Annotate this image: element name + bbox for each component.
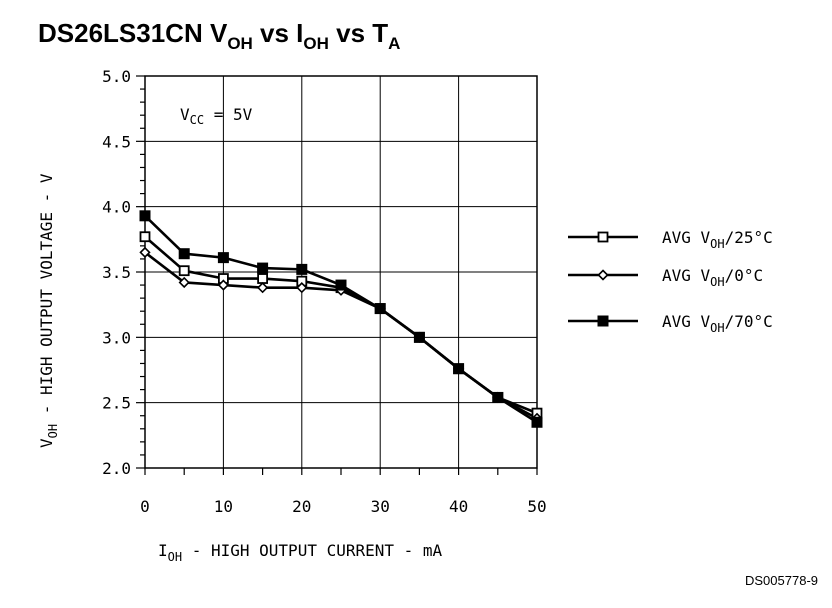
series-line-1 [144, 251, 538, 420]
x-tick-label: 10 [214, 497, 233, 516]
data-point-series-1 [256, 282, 269, 294]
y-tick-label: 4.5 [102, 132, 131, 151]
y-tick-label: 2.5 [102, 394, 131, 413]
series-layer [139, 210, 543, 428]
y-tick-label: 2.0 [102, 459, 131, 478]
axis-ticks: 2.0 2.5 3.0 3.5 4.0 4.5 5.0 0 10 20 30 40 50 [102, 67, 547, 516]
data-point-series-2 [453, 363, 465, 375]
data-point-series-2 [296, 263, 308, 275]
data-point-series-2 [217, 252, 229, 264]
data-point-series-1 [139, 246, 151, 259]
data-point-series-2 [178, 248, 190, 260]
data-point-series-2 [257, 262, 269, 274]
data-point-series-2 [531, 416, 543, 428]
x-tick-label: 50 [527, 497, 546, 516]
x-axis-label: IOH - HIGH OUTPUT CURRENT - mA [158, 541, 443, 564]
data-point-series-0 [139, 231, 151, 243]
data-point-series-2 [492, 391, 504, 403]
y-axis-label: VOH - HIGH OUTPUT VOLTAGE - V [37, 173, 60, 448]
legend-marker [597, 269, 609, 281]
grid [145, 76, 537, 468]
legend: AVG VOH/25°C AVG VOH/0°C AVG VOH/70°C [568, 228, 773, 335]
data-point-series-2 [413, 331, 425, 343]
legend-marker [597, 315, 609, 327]
data-point-series-2 [335, 279, 347, 291]
data-point-series-1 [217, 279, 230, 291]
chart-title: DS26LS31CN VOH vs IOH vs TA [38, 18, 400, 53]
series-line-2 [144, 214, 538, 424]
data-point-series-2 [139, 210, 151, 222]
vcc-annotation: VCC = 5V [180, 105, 253, 127]
legend-label: AVG VOH/0°C [662, 266, 763, 289]
legend-label: AVG VOH/25°C [662, 228, 773, 251]
y-tick-label: 4.0 [102, 198, 131, 217]
y-tick-label: 5.0 [102, 67, 131, 86]
y-tick-label: 3.0 [102, 328, 131, 347]
legend-label: AVG VOH/70°C [662, 312, 773, 335]
data-point-series-0 [178, 265, 190, 277]
x-tick-label: 40 [449, 497, 468, 516]
series-line-0 [144, 235, 538, 415]
legend-marker [597, 231, 609, 243]
x-tick-label: 20 [292, 497, 311, 516]
y-tick-label: 3.5 [102, 263, 131, 282]
figure-id: DS005778-9 [745, 573, 818, 588]
data-point-series-0 [257, 273, 269, 284]
x-tick-label: 0 [140, 497, 150, 516]
data-point-series-1 [178, 276, 190, 289]
data-point-series-2 [374, 303, 386, 315]
x-tick-label: 30 [371, 497, 390, 516]
data-point-series-1 [296, 282, 308, 294]
